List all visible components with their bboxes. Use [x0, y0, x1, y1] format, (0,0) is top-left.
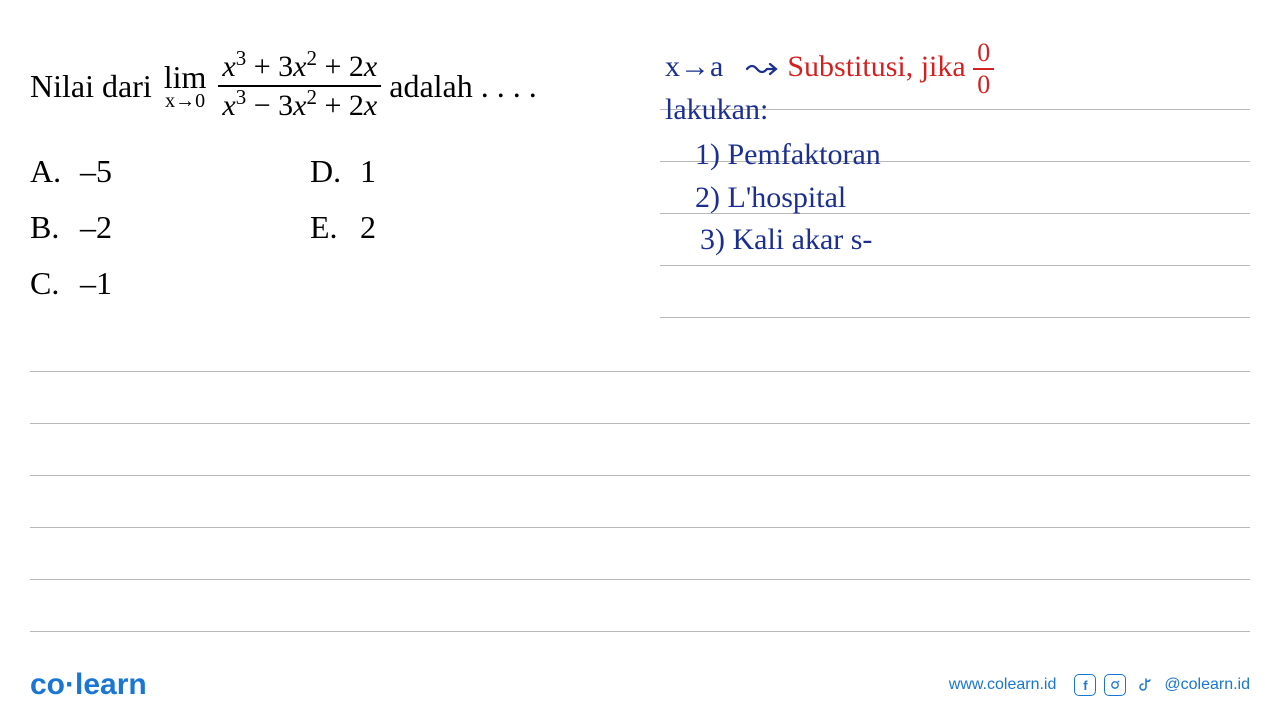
hw-frac-num: 0 — [973, 40, 994, 66]
option-value-d: 1 — [360, 153, 376, 190]
instagram-icon — [1104, 674, 1126, 696]
footer-handle: @colearn.id — [1164, 676, 1250, 694]
footer-right: www.colearn.id f @colearn.id — [949, 674, 1250, 696]
option-letter-c: C. — [30, 265, 80, 302]
logo-part1: co — [30, 668, 65, 701]
ruled-line — [30, 476, 1250, 528]
ruled-line — [30, 528, 1250, 580]
logo: co·learn — [30, 668, 147, 702]
handwriting-fraction: 0 0 — [973, 40, 994, 98]
handwriting-line-3: 1) Pemfaktoran — [695, 135, 881, 176]
option-e: E. 2 — [310, 203, 590, 251]
ruled-line — [30, 580, 1250, 632]
tiktok-icon — [1134, 674, 1156, 696]
option-value-b: –2 — [80, 209, 112, 246]
fraction-numerator: x3 + 3x2 + 2x — [218, 50, 381, 83]
option-letter-d: D. — [310, 153, 360, 190]
ruled-line — [30, 424, 1250, 476]
handwriting-blue-text: x→a — [665, 50, 787, 83]
ruled-line — [660, 266, 1250, 318]
limit-subscript: x→0 — [165, 91, 205, 111]
limit-label: lim — [164, 61, 207, 93]
footer: co·learn www.colearn.id f @colearn.id — [30, 668, 1250, 702]
squiggle-arrow-icon — [746, 60, 780, 78]
logo-part2: learn — [75, 668, 147, 701]
footer-url: www.colearn.id — [949, 676, 1057, 694]
social-icons: f @colearn.id — [1074, 674, 1250, 696]
option-c: C. –1 — [30, 259, 310, 307]
ruled-line — [30, 372, 1250, 424]
handwriting-line-2: lakukan: — [665, 90, 768, 131]
facebook-icon: f — [1074, 674, 1096, 696]
fraction-denominator: x3 − 3x2 + 2x — [218, 89, 381, 122]
handwriting-line-4: 2) L'hospital — [695, 178, 846, 219]
question-prefix: Nilai dari — [30, 68, 152, 105]
option-letter-b: B. — [30, 209, 80, 246]
option-value-a: –5 — [80, 153, 112, 190]
ruled-line — [30, 320, 1250, 372]
question-suffix: adalah . . . . — [389, 68, 537, 105]
option-letter-a: A. — [30, 153, 80, 190]
option-d: D. 1 — [310, 147, 590, 195]
logo-separator: · — [65, 668, 75, 701]
option-value-e: 2 — [360, 209, 376, 246]
hw-frac-den: 0 — [973, 72, 994, 98]
option-letter-e: E. — [310, 209, 360, 246]
option-a: A. –5 — [30, 147, 310, 195]
handwriting-red-text: Substitusi, jika 0 0 — [787, 50, 994, 83]
limit-expression: lim x→0 — [164, 61, 207, 111]
ruled-lines-bottom — [30, 320, 1250, 632]
handwriting-red-text-part: Substitusi, jika — [787, 50, 973, 83]
option-b: B. –2 — [30, 203, 310, 251]
option-value-c: –1 — [80, 265, 112, 302]
fraction: x3 + 3x2 + 2x x3 − 3x2 + 2x — [218, 50, 381, 122]
handwriting-line-5: 3) Kali akar s- — [700, 220, 872, 261]
